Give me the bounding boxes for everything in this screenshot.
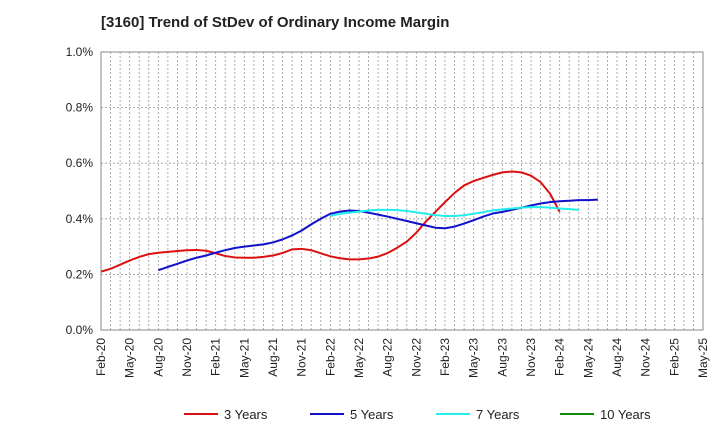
- x-tick-label: Aug-22: [381, 338, 395, 377]
- legend-label-3-years: 3 Years: [224, 407, 268, 422]
- legend: 3 Years 5 Years 7 Years 10 Years: [184, 407, 651, 422]
- y-tick-label: 0.4%: [66, 212, 94, 226]
- x-axis-ticks: Feb-20 May-20 Aug-20 Nov-20 Feb-21 May-21 Aug-…: [94, 338, 710, 378]
- grid: [101, 52, 703, 330]
- x-tick-label: Feb-24: [553, 338, 567, 376]
- y-tick-label: 1.0%: [66, 45, 94, 59]
- x-tick-label: Feb-23: [438, 338, 452, 376]
- legend-label-5-years: 5 Years: [350, 407, 394, 422]
- legend-label-7-years: 7 Years: [476, 407, 520, 422]
- y-axis-ticks: 0.0% 0.2% 0.4% 0.6% 0.8% 1.0%: [66, 45, 94, 337]
- x-tick-label: Feb-21: [209, 338, 223, 376]
- x-tick-label: Aug-23: [495, 338, 509, 377]
- x-tick-label: Nov-24: [639, 338, 653, 377]
- plot-frame: [100, 51, 704, 331]
- x-tick-label: Aug-24: [610, 338, 624, 377]
- x-tick-label: Aug-20: [151, 338, 165, 377]
- x-tick-label: Nov-22: [409, 338, 423, 377]
- x-tick-label: Aug-21: [266, 338, 280, 377]
- x-tick-label: Nov-23: [524, 338, 538, 377]
- x-tick-label: Feb-25: [667, 338, 681, 376]
- x-tick-label: May-22: [352, 338, 366, 378]
- y-tick-label: 0.2%: [66, 267, 94, 281]
- x-tick-label: May-24: [581, 338, 595, 378]
- series-line-3-years: [100, 170, 561, 273]
- x-tick-label: Feb-20: [94, 338, 108, 376]
- x-tick-label: May-20: [123, 338, 137, 378]
- y-tick-label: 0.6%: [66, 156, 94, 170]
- x-tick-label: May-21: [237, 338, 251, 378]
- x-tick-label: Nov-20: [180, 338, 194, 377]
- x-tick-label: May-25: [696, 338, 710, 378]
- x-tick-label: May-23: [467, 338, 481, 378]
- y-tick-label: 0.0%: [66, 323, 94, 337]
- legend-label-10-years: 10 Years: [600, 407, 651, 422]
- series-lines: [100, 170, 598, 273]
- series-line-7-years: [330, 206, 579, 218]
- chart-title: [3160] Trend of StDev of Ordinary Income…: [101, 14, 450, 31]
- x-tick-label: Feb-22: [323, 338, 337, 376]
- y-tick-label: 0.8%: [66, 101, 94, 115]
- x-tick-label: Nov-21: [295, 338, 309, 377]
